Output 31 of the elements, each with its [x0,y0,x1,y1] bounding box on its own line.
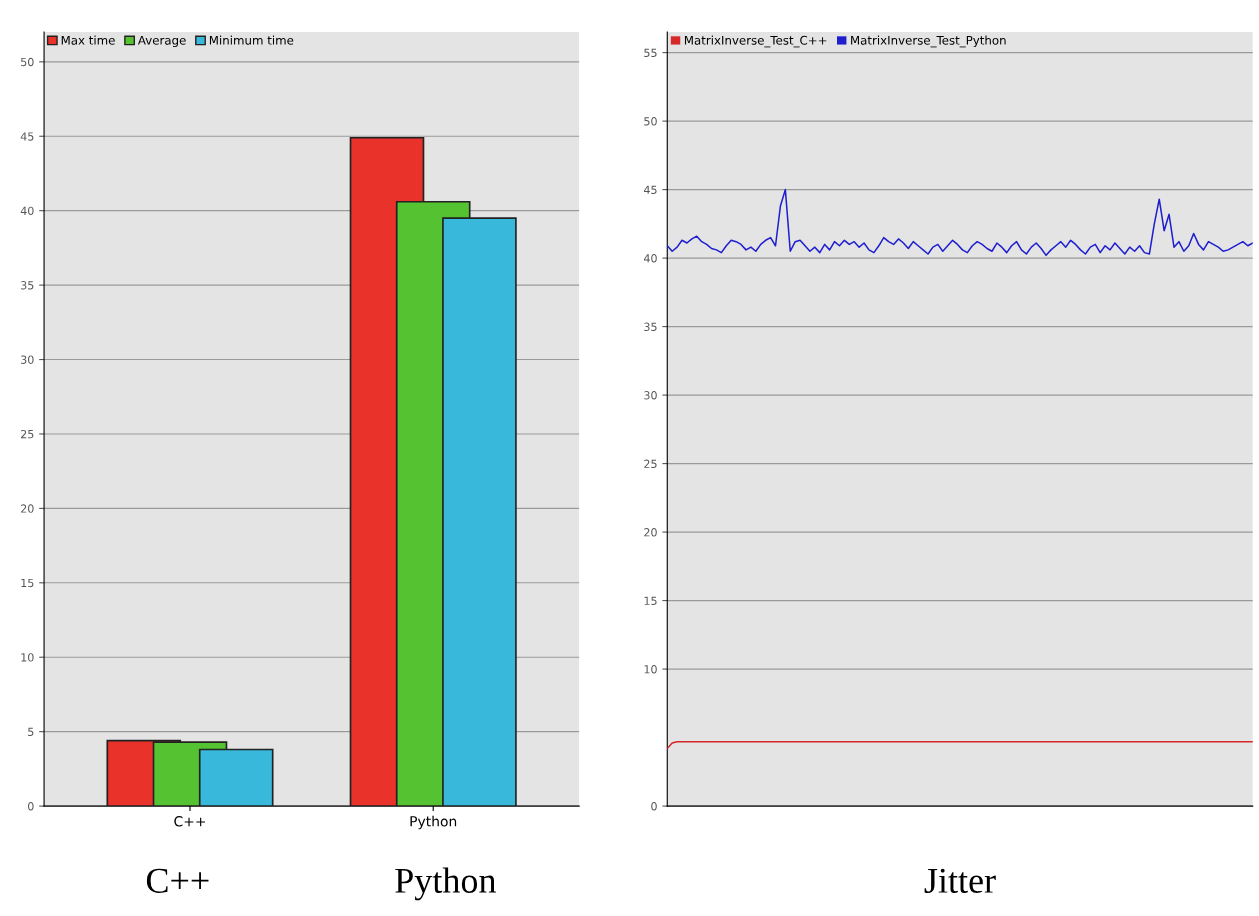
y-tick-label: 0 [651,802,657,811]
y-tick-label: 30 [21,355,34,364]
y-tick-label: 0 [28,802,34,811]
text: Python [410,815,457,830]
y-tick-label: 50 [21,57,34,67]
y-tick-label: 40 [643,254,657,263]
y-tick-label: 40 [20,206,34,216]
y-tick-label: 45 [643,185,657,194]
y-tick-label: 25 [644,459,657,468]
y-tick-label: 30 [644,391,657,400]
text: C++ [174,816,206,827]
legend-label: Max time [61,35,115,45]
legend-label: Average [137,35,186,48]
legend-label: MatrixInverse_Test_Python [851,35,1006,48]
text: Jitter [924,868,996,893]
y-tick-label: 25 [21,429,34,439]
y-tick-label: 55 [644,48,657,57]
y-tick-label: 5 [28,727,34,737]
y-tick-label: 10 [644,665,657,674]
line-series [667,188,1253,257]
y-tick-label: 15 [644,596,657,605]
y-tick-label: 45 [20,132,34,141]
y-tick-label: 50 [644,117,657,126]
y-tick-label: 20 [21,504,34,513]
legend-label: Minimum time [209,35,294,45]
y-tick-label: 20 [644,528,657,537]
y-tick-label: 35 [21,281,34,290]
y-tick-label: 15 [21,578,34,588]
legend-label: MatrixInverse_Test_C++ [684,35,827,48]
y-tick-label: 35 [644,322,657,331]
y-tick-label: 10 [21,653,34,662]
